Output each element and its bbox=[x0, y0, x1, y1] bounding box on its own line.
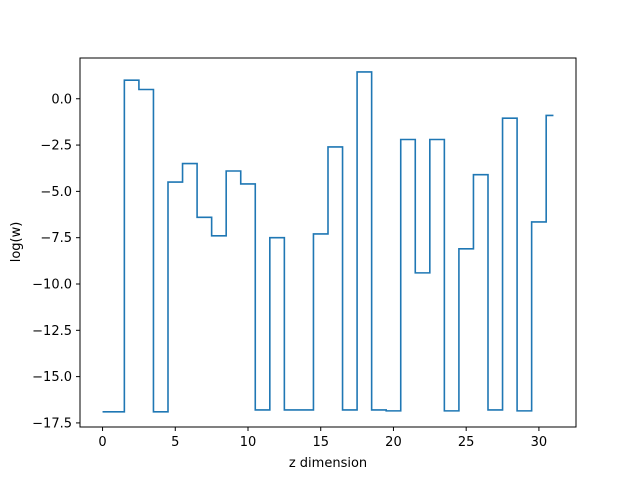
y-axis: 0.0 −2.5 −5.0 −7.5 −10.0 −12.5 −15.0 −17.5 bbox=[32, 92, 80, 431]
x-tick-label: 25 bbox=[458, 435, 475, 450]
y-tick-label: −2.5 bbox=[40, 139, 72, 154]
y-tick-label: −5.0 bbox=[40, 185, 72, 200]
y-tick-label: −7.5 bbox=[40, 231, 72, 246]
axes-frame bbox=[79, 57, 577, 428]
x-tick-label: 20 bbox=[385, 435, 402, 450]
x-axis: 0 5 10 15 20 25 30 bbox=[98, 427, 547, 450]
y-tick-label: −10.0 bbox=[32, 277, 72, 292]
series-line bbox=[102, 71, 554, 413]
y-axis-label: log(w) bbox=[9, 222, 24, 263]
x-axis-label: z dimension bbox=[289, 456, 367, 471]
x-tick-label: 5 bbox=[171, 435, 179, 450]
x-tick-label: 30 bbox=[531, 435, 548, 450]
x-tick-label: 15 bbox=[312, 435, 329, 450]
y-tick-label: −15.0 bbox=[32, 370, 72, 385]
y-tick-label: 0.0 bbox=[51, 92, 72, 107]
x-tick-label: 10 bbox=[240, 435, 257, 450]
x-tick-label: 0 bbox=[98, 435, 106, 450]
plot-area bbox=[102, 71, 554, 413]
y-tick-label: −17.5 bbox=[32, 416, 72, 431]
y-tick-label: −12.5 bbox=[32, 324, 72, 339]
